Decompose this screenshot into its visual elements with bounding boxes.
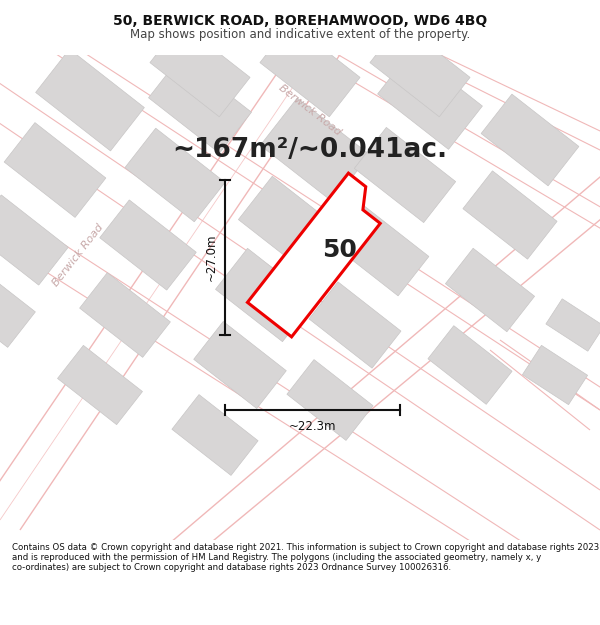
- Polygon shape: [370, 23, 470, 117]
- Text: Berwick Road: Berwick Road: [50, 222, 106, 288]
- Polygon shape: [0, 195, 68, 285]
- Polygon shape: [463, 171, 557, 259]
- Text: ~27.0m: ~27.0m: [205, 234, 218, 281]
- Polygon shape: [215, 248, 314, 342]
- Polygon shape: [58, 346, 142, 424]
- Polygon shape: [309, 282, 401, 368]
- Text: ~22.3m: ~22.3m: [289, 419, 336, 432]
- Polygon shape: [194, 321, 286, 409]
- Polygon shape: [125, 128, 225, 222]
- Polygon shape: [445, 248, 535, 332]
- Text: Berwick Road: Berwick Road: [277, 82, 343, 138]
- Text: Map shows position and indicative extent of the property.: Map shows position and indicative extent…: [130, 28, 470, 41]
- Polygon shape: [0, 262, 35, 348]
- Polygon shape: [260, 23, 360, 117]
- Polygon shape: [80, 272, 170, 358]
- Polygon shape: [247, 173, 380, 337]
- Polygon shape: [377, 51, 482, 149]
- Polygon shape: [546, 299, 600, 351]
- Polygon shape: [331, 204, 429, 296]
- Polygon shape: [100, 200, 196, 290]
- Text: ~167m²/~0.041ac.: ~167m²/~0.041ac.: [172, 137, 448, 163]
- Polygon shape: [523, 346, 587, 404]
- Polygon shape: [150, 23, 250, 117]
- Polygon shape: [428, 326, 512, 404]
- Polygon shape: [481, 94, 579, 186]
- Polygon shape: [287, 359, 373, 441]
- Polygon shape: [238, 176, 341, 274]
- Polygon shape: [35, 49, 145, 151]
- Polygon shape: [149, 57, 251, 153]
- Text: 50: 50: [323, 238, 358, 262]
- Polygon shape: [4, 122, 106, 218]
- Polygon shape: [172, 394, 258, 476]
- Polygon shape: [355, 127, 455, 222]
- Text: 50, BERWICK ROAD, BOREHAMWOOD, WD6 4BQ: 50, BERWICK ROAD, BOREHAMWOOD, WD6 4BQ: [113, 14, 487, 28]
- Polygon shape: [260, 98, 370, 202]
- Text: Contains OS data © Crown copyright and database right 2021. This information is : Contains OS data © Crown copyright and d…: [12, 542, 599, 572]
